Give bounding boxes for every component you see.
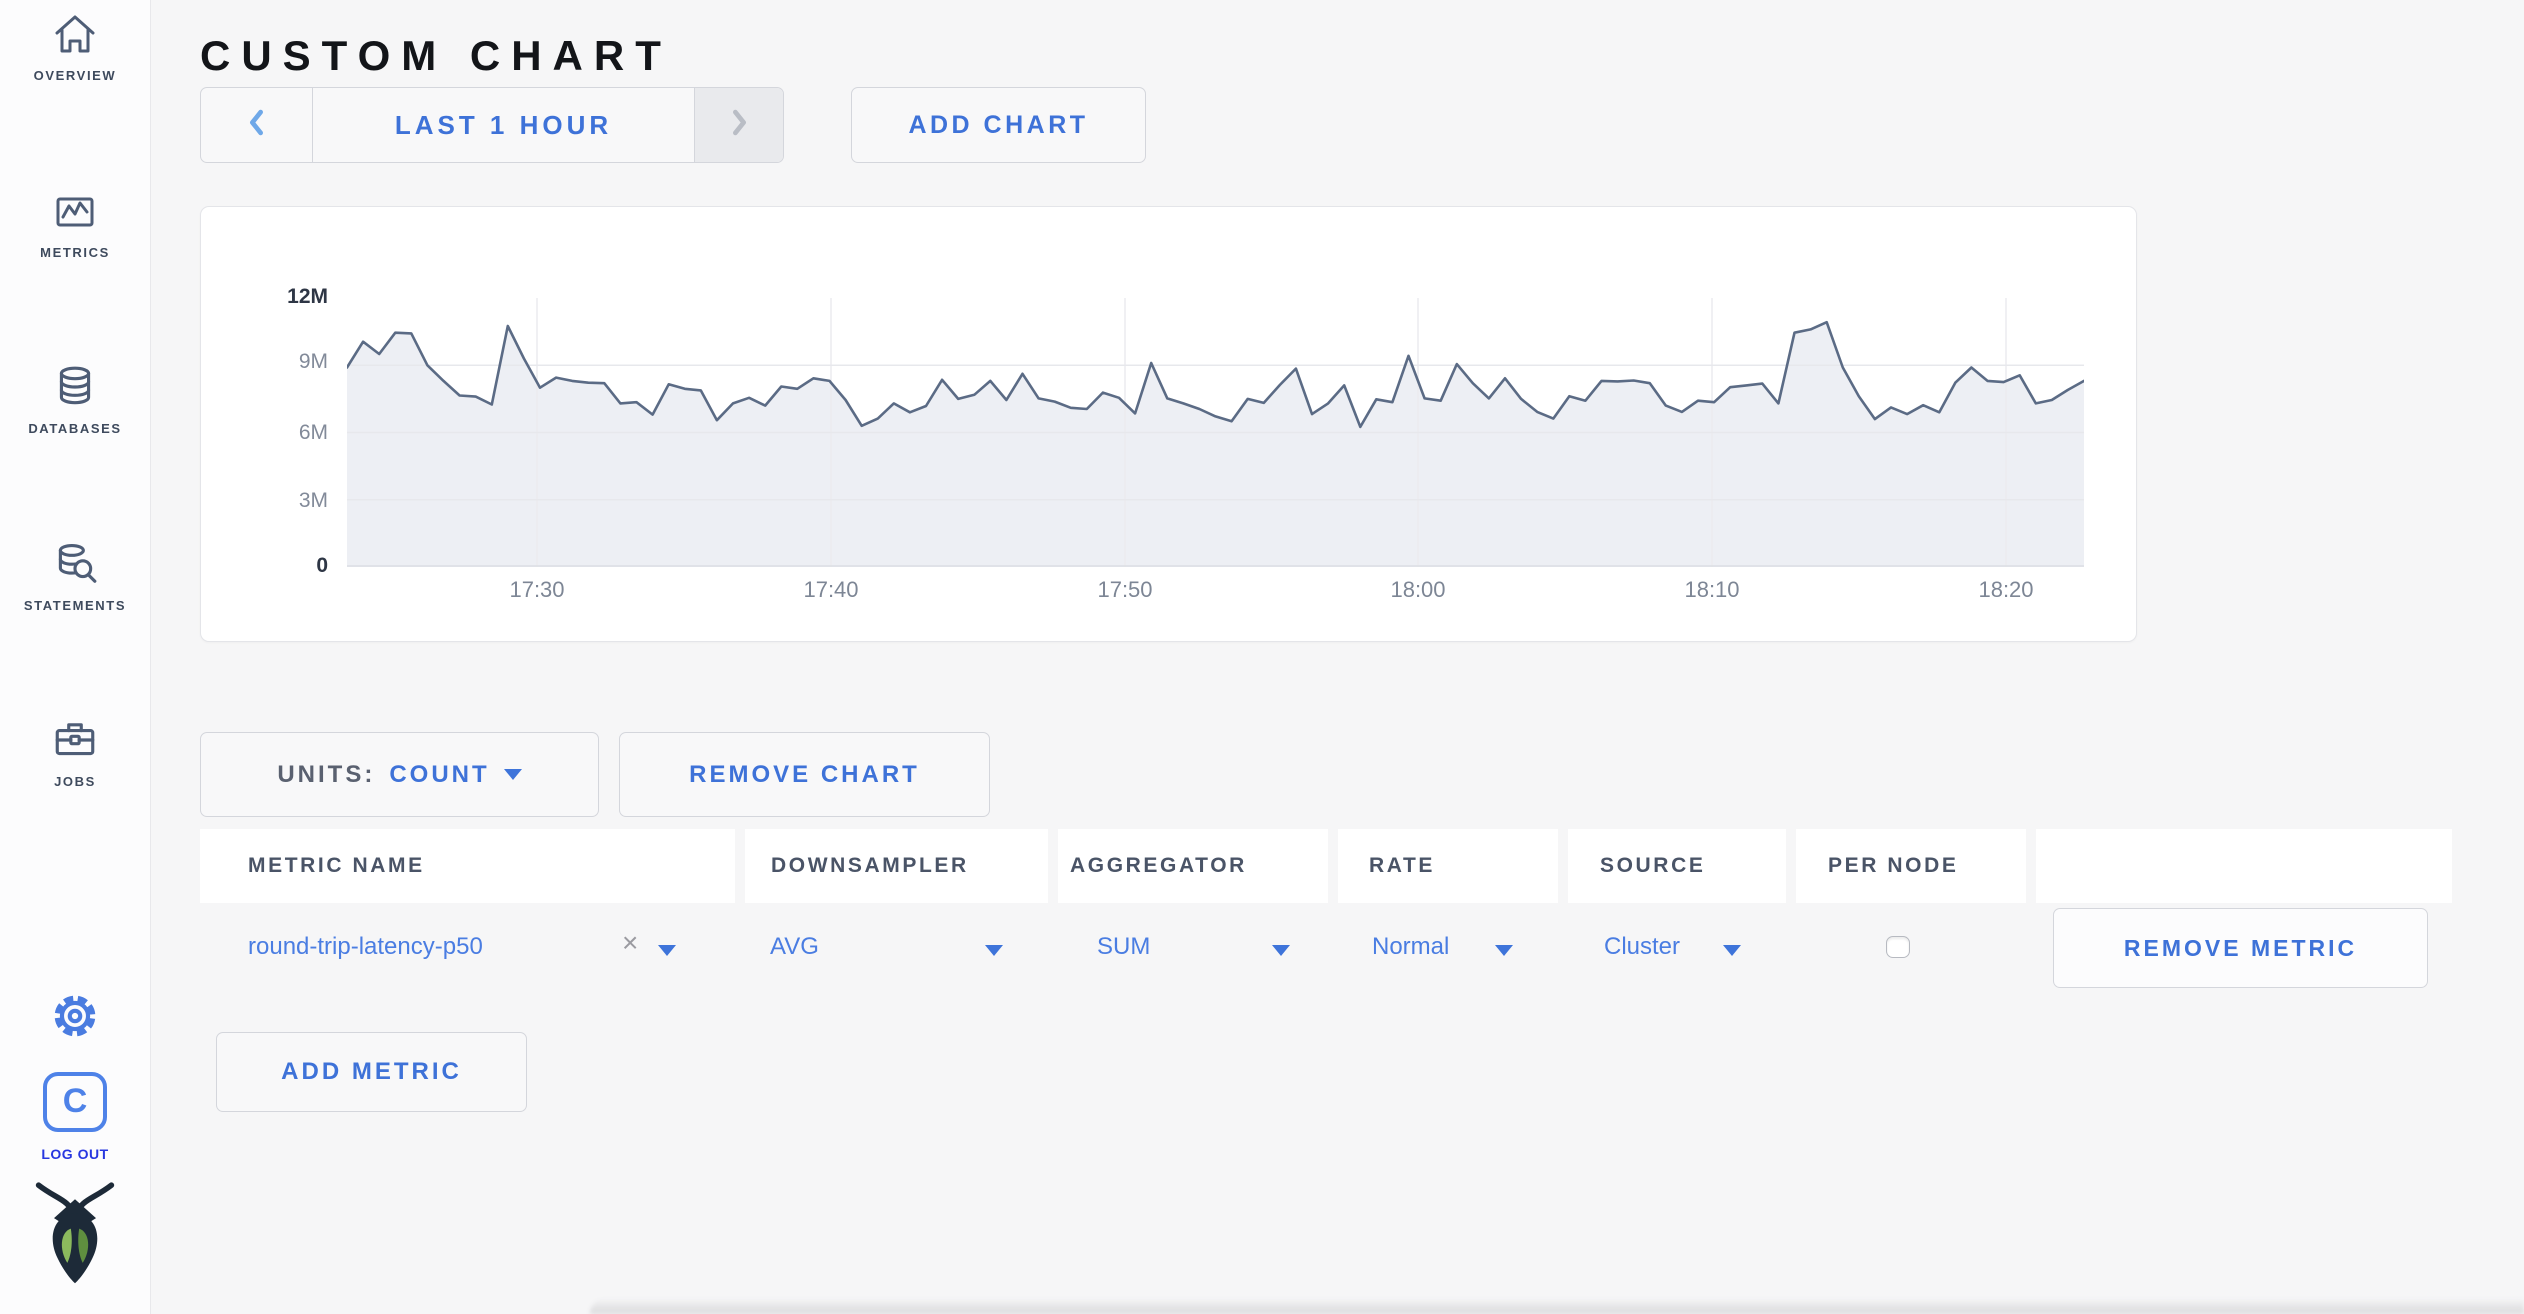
metric-name-caret-icon[interactable] [658,943,676,961]
timeframe-next-button[interactable] [694,88,783,162]
metric-name-select[interactable]: round-trip-latency-p50 [248,933,483,960]
logout-button[interactable]: C [0,1072,150,1132]
downsampler-caret-icon[interactable] [985,943,1003,961]
column-header-source: SOURCE [1568,829,1786,903]
y-axis-tick: 6M [298,421,328,444]
x-axis-tick: 17:30 [509,577,565,602]
cockroach-logo [0,1178,150,1301]
column-header-downsampler: DOWNSAMPLER [745,829,1048,903]
main-content: CUSTOM CHART LAST 1 HOUR ADD CHART 12M 9… [150,0,2524,1314]
column-header-aggregator: AGGREGATOR [1058,829,1328,903]
y-axis-tick: 3M [298,489,328,512]
sidebar-item-label: JOBS [54,774,96,789]
sidebar-item-label: DATABASES [28,421,122,436]
metrics-graph-icon [50,197,100,239]
timeframe-label-button[interactable]: LAST 1 HOUR [394,109,613,140]
chart-card: 12M 9M 6M 3M 0 17:30 17:40 [200,206,2137,642]
clear-metric-icon[interactable]: × [622,927,639,958]
rate-select[interactable]: Normal [1372,933,1450,960]
logout-label[interactable]: LOG OUT [41,1146,109,1162]
x-axis-tick: 17:40 [803,577,859,602]
sidebar-item-statements[interactable]: STATEMENTS [0,540,150,613]
aggregator-caret-icon[interactable] [1272,943,1290,961]
x-axis-tick: 18:00 [1390,577,1446,602]
column-header-rate: RATE [1338,829,1558,903]
sidebar-item-label: METRICS [40,245,110,260]
sidebar-item-overview[interactable]: OVERVIEW [0,12,150,83]
y-axis-tick: 12M [287,285,328,308]
cockroach-c-icon: C [43,1072,107,1132]
per-node-checkbox[interactable] [1886,936,1910,958]
sidebar-item-jobs[interactable]: JOBS [0,716,150,789]
units-dropdown[interactable]: UNITS: COUNT [200,732,599,817]
y-axis-tick: 0 [316,554,328,577]
remove-metric-button[interactable]: REMOVE METRIC [2053,908,2428,988]
gear-icon [51,995,99,1044]
source-select[interactable]: Cluster [1604,933,1681,960]
x-axis-tick: 18:20 [1978,577,2034,602]
units-value: COUNT [389,760,490,788]
page-title: CUSTOM CHART [200,32,672,80]
sidebar-item-label: STATEMENTS [23,598,127,613]
add-metric-button[interactable]: ADD METRIC [216,1032,527,1112]
source-caret-icon[interactable] [1723,943,1741,961]
chart-canvas[interactable] [345,298,2086,567]
downsampler-select[interactable]: AVG [770,933,819,960]
chevron-down-icon [503,769,522,780]
add-chart-button[interactable]: ADD CHART [851,87,1146,163]
database-icon [50,366,100,415]
sidebar-item-metrics[interactable]: METRICS [0,189,150,260]
database-search-icon [50,543,100,592]
rate-caret-icon[interactable] [1495,943,1513,961]
y-axis-tick: 9M [298,350,328,373]
column-header-metric-name: METRIC NAME [200,829,735,903]
sidebar-item-label: OVERVIEW [33,68,117,83]
x-axis-tick: 18:10 [1684,577,1740,602]
timeframe-selector: LAST 1 HOUR [200,87,784,163]
x-axis-tick: 17:50 [1097,577,1153,602]
home-icon [50,15,100,62]
timeframe-prev-button[interactable] [201,88,313,162]
aggregator-select[interactable]: SUM [1097,933,1151,960]
chevron-right-icon [731,109,748,141]
remove-chart-button[interactable]: REMOVE CHART [619,732,990,817]
column-header-per-node: PER NODE [1796,829,2026,903]
settings-button[interactable] [0,992,150,1045]
sidebar-item-databases[interactable]: DATABASES [0,363,150,436]
x-axis-labels: 17:30 17:40 17:50 18:00 18:10 18:20 [347,577,2084,607]
column-header-actions [2036,829,2452,903]
chart-plot-area[interactable] [345,298,2086,567]
chevron-left-icon [248,109,265,141]
briefcase-icon [50,723,100,768]
bottom-shadow [590,1298,2524,1314]
sidebar: OVERVIEW METRICS DATABASES [0,0,151,1314]
units-label: UNITS: [277,760,376,788]
